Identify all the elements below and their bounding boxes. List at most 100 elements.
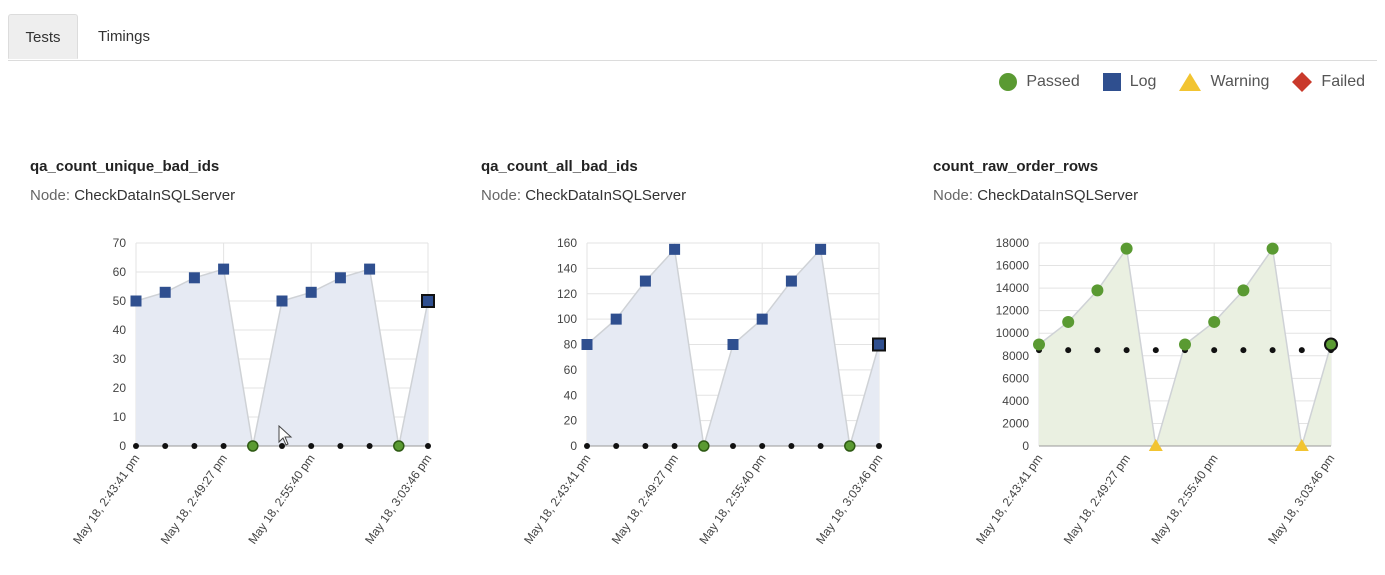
legend-item-log[interactable]: Log — [1102, 72, 1157, 92]
warning-point — [1148, 439, 1163, 451]
log-point — [669, 243, 681, 255]
node-value: CheckDataInSQLServer — [977, 187, 1139, 204]
threshold-point — [876, 443, 882, 449]
chart-legend: Passed Log Warning Failed — [998, 70, 1365, 94]
panel-title: qa_count_all_bad_ids — [481, 158, 638, 175]
y-tick-label: 100 — [557, 312, 577, 326]
node-value: CheckDataInSQLServer — [525, 187, 687, 204]
y-tick-label: 2000 — [1002, 416, 1029, 430]
threshold-point — [730, 443, 736, 449]
panel-node: Node: CheckDataInSQLServer — [481, 187, 686, 204]
y-tick-label: 16000 — [996, 259, 1030, 273]
tab-bar: Tests Timings — [8, 0, 1377, 61]
log-point — [305, 286, 317, 298]
threshold-point — [1240, 347, 1247, 354]
node-label: Node: — [933, 187, 974, 204]
passed-point — [1266, 242, 1279, 255]
y-tick-label: 50 — [113, 294, 127, 308]
passed-point — [698, 440, 710, 452]
legend-item-passed[interactable]: Passed — [998, 72, 1080, 92]
y-tick-label: 60 — [113, 265, 127, 279]
passed-point — [1120, 242, 1133, 255]
log-point — [756, 313, 768, 325]
legend-label-failed: Failed — [1321, 73, 1365, 90]
passed-circle-icon — [999, 73, 1018, 91]
threshold-point — [1269, 347, 1276, 354]
y-tick-label: 80 — [564, 338, 578, 352]
log-point — [581, 339, 593, 350]
log-point — [159, 286, 171, 298]
x-tick-label: May 18, 2:43:41 pm — [973, 452, 1045, 547]
legend-label-warning: Warning — [1210, 73, 1270, 90]
log-point — [218, 263, 230, 275]
failed-diamond-icon — [1292, 72, 1313, 92]
y-tick-label: 0 — [119, 439, 126, 453]
y-tick-label: 140 — [557, 261, 577, 275]
legend-item-warning[interactable]: Warning — [1178, 72, 1269, 92]
panel-node: Node: CheckDataInSQLServer — [933, 187, 1138, 204]
log-point — [872, 337, 886, 352]
threshold-point — [1123, 347, 1130, 354]
log-square-icon — [1102, 73, 1121, 91]
y-tick-label: 18000 — [996, 236, 1030, 250]
node-value: CheckDataInSQLServer — [74, 187, 236, 204]
passed-point — [1033, 338, 1045, 351]
y-tick-label: 12000 — [996, 304, 1030, 318]
threshold-point — [584, 443, 590, 449]
log-point — [727, 339, 739, 350]
y-tick-label: 8000 — [1002, 349, 1029, 363]
threshold-point — [279, 443, 285, 449]
y-tick-label: 70 — [113, 236, 127, 250]
passed-point — [1179, 338, 1191, 351]
y-tick-label: 30 — [113, 352, 127, 366]
log-point — [785, 275, 797, 287]
y-tick-label: 14000 — [996, 281, 1030, 295]
log-point — [188, 272, 200, 284]
x-tick-label: May 18, 2:55:40 pm — [1148, 452, 1220, 547]
panel-title: qa_count_unique_bad_ids — [30, 158, 220, 175]
tab-timings[interactable]: Timings — [98, 28, 150, 45]
threshold-point — [1298, 347, 1305, 354]
node-label: Node: — [481, 187, 522, 204]
passed-point — [1324, 337, 1338, 352]
y-tick-label: 10000 — [996, 326, 1030, 340]
threshold-point — [308, 443, 315, 449]
mouse-cursor-icon — [278, 425, 293, 446]
log-point — [130, 295, 142, 307]
warning-point — [1294, 439, 1309, 451]
threshold-point — [337, 443, 344, 449]
legend-label-passed: Passed — [1026, 73, 1080, 90]
passed-point — [1062, 315, 1075, 328]
threshold-point — [366, 443, 373, 449]
log-point — [421, 294, 435, 308]
tab-tests[interactable]: Tests — [8, 14, 78, 59]
threshold-point — [671, 443, 678, 449]
legend-item-failed[interactable]: Failed — [1291, 71, 1365, 93]
y-tick-label: 120 — [557, 287, 577, 301]
y-tick-label: 0 — [1022, 439, 1029, 453]
log-point — [610, 313, 622, 325]
log-point — [364, 263, 376, 275]
series-area — [136, 269, 428, 446]
y-tick-label: 20 — [113, 381, 127, 395]
panel-node: Node: CheckDataInSQLServer — [30, 187, 235, 204]
y-tick-label: 0 — [570, 439, 577, 453]
threshold-point — [642, 443, 649, 449]
y-tick-label: 6000 — [1002, 371, 1029, 385]
log-point — [815, 243, 827, 255]
y-tick-label: 4000 — [1002, 394, 1029, 408]
threshold-point — [425, 443, 431, 449]
passed-point — [1237, 284, 1250, 297]
threshold-point — [133, 443, 139, 449]
log-point — [276, 295, 288, 307]
passed-point — [393, 440, 405, 452]
x-tick-label: May 18, 2:49:27 pm — [1061, 452, 1133, 547]
warning-triangle-icon — [1179, 73, 1202, 91]
y-tick-label: 160 — [557, 236, 577, 250]
y-tick-label: 60 — [564, 363, 578, 377]
threshold-point — [613, 443, 620, 449]
legend-label-log: Log — [1129, 73, 1157, 90]
threshold-point — [1152, 347, 1159, 354]
threshold-point — [162, 443, 169, 449]
